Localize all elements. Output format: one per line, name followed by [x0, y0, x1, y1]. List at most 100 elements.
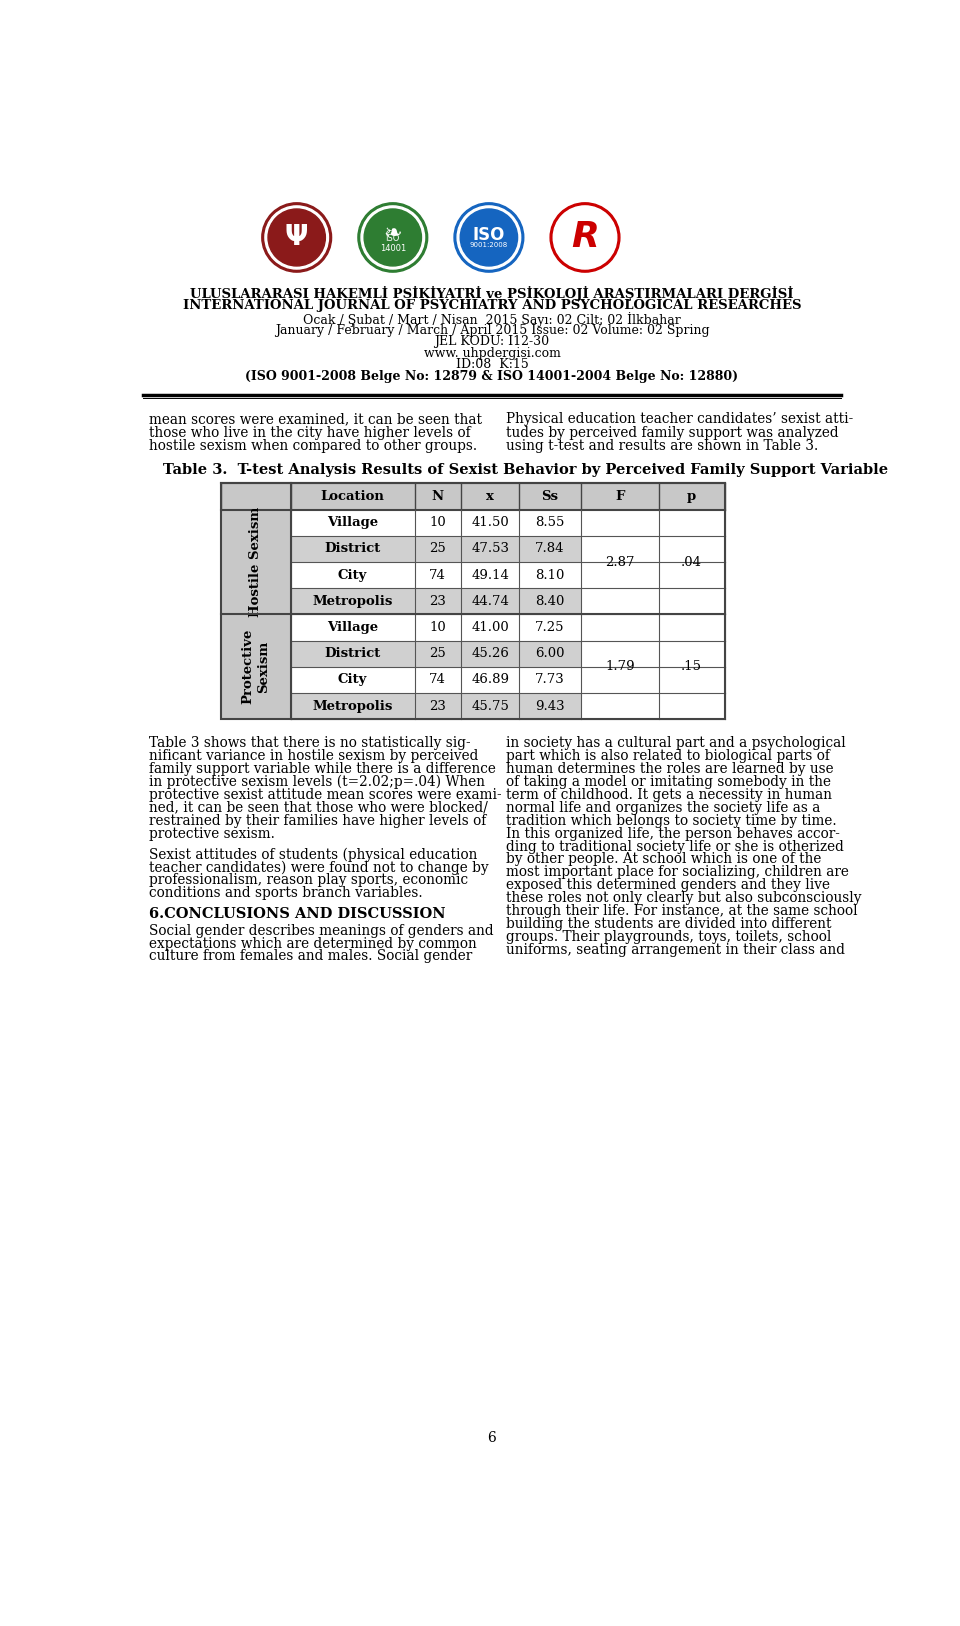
Text: INTERNATIONAL JOURNAL OF PSYCHIATRY AND PSYCHOLOGICAL RESEARCHES: INTERNATIONAL JOURNAL OF PSYCHIATRY AND … — [182, 299, 802, 312]
Text: 8.40: 8.40 — [536, 595, 564, 608]
Text: 23: 23 — [429, 699, 446, 712]
Bar — [291, 667, 581, 693]
Text: using t-test and results are shown in Table 3.: using t-test and results are shown in Ta… — [506, 439, 818, 454]
Text: .04: .04 — [681, 556, 702, 569]
Text: In this organized life, the person behaves accor-: In this organized life, the person behav… — [506, 826, 840, 841]
Text: 74: 74 — [429, 569, 446, 582]
Bar — [221, 483, 291, 719]
Text: R: R — [571, 221, 599, 255]
Text: 9001:2008: 9001:2008 — [469, 242, 508, 249]
Text: most important place for socializing, children are: most important place for socializing, ch… — [506, 865, 849, 880]
Text: 6: 6 — [488, 1431, 496, 1446]
Text: protective sexism.: protective sexism. — [150, 826, 276, 841]
Text: District: District — [324, 647, 380, 660]
Bar — [581, 509, 725, 537]
Text: part which is also related to biological parts of: part which is also related to biological… — [506, 750, 829, 763]
Text: mean scores were examined, it can be seen that: mean scores were examined, it can be see… — [150, 413, 483, 426]
Text: Village: Village — [327, 621, 378, 634]
Text: by other people. At school which is one of the: by other people. At school which is one … — [506, 852, 822, 867]
Bar — [291, 589, 581, 615]
Text: Sexist attitudes of students (physical education: Sexist attitudes of students (physical e… — [150, 847, 478, 862]
Text: teacher candidates) were found not to change by: teacher candidates) were found not to ch… — [150, 860, 489, 875]
Circle shape — [554, 207, 616, 268]
Text: these roles not only clearly but also subconsciously: these roles not only clearly but also su… — [506, 891, 861, 906]
Text: uniforms, seating arrangement in their class and: uniforms, seating arrangement in their c… — [506, 943, 845, 958]
Bar — [581, 615, 725, 641]
Text: through their life. For instance, at the same school: through their life. For instance, at the… — [506, 904, 857, 919]
Text: of taking a model or imitating somebody in the: of taking a model or imitating somebody … — [506, 776, 831, 789]
Text: p: p — [687, 489, 696, 502]
Bar — [581, 693, 725, 719]
Text: JEL KODU: I12-30: JEL KODU: I12-30 — [435, 335, 549, 348]
Text: 25: 25 — [429, 647, 446, 660]
Text: nificant variance in hostile sexism by perceived: nificant variance in hostile sexism by p… — [150, 750, 479, 763]
Bar — [221, 483, 725, 719]
Circle shape — [553, 207, 616, 268]
Text: 49.14: 49.14 — [471, 569, 509, 582]
Text: Physical education teacher candidates’ sexist atti-: Physical education teacher candidates’ s… — [506, 413, 853, 426]
Text: City: City — [338, 569, 367, 582]
Circle shape — [361, 207, 424, 268]
Text: expectations which are determined by common: expectations which are determined by com… — [150, 937, 477, 951]
Circle shape — [364, 210, 421, 267]
Text: 7.73: 7.73 — [536, 673, 565, 686]
Text: 7.84: 7.84 — [536, 543, 564, 556]
Text: 7.25: 7.25 — [536, 621, 564, 634]
Text: ID:08  K:15: ID:08 K:15 — [456, 358, 528, 371]
Text: 2.87: 2.87 — [605, 556, 635, 569]
Text: (ISO 9001-2008 Belge No: 12879 & ISO 14001-2004 Belge No: 12880): (ISO 9001-2008 Belge No: 12879 & ISO 140… — [246, 369, 738, 382]
Text: .15: .15 — [681, 660, 702, 673]
Text: x: x — [486, 489, 494, 502]
Circle shape — [265, 207, 328, 268]
Text: N: N — [432, 489, 444, 502]
Circle shape — [557, 210, 613, 267]
Circle shape — [457, 207, 520, 268]
Text: term of childhood. It gets a necessity in human: term of childhood. It gets a necessity i… — [506, 787, 832, 802]
Text: those who live in the city have higher levels of: those who live in the city have higher l… — [150, 426, 471, 439]
Text: 10: 10 — [429, 621, 446, 634]
Text: groups. Their playgrounds, toys, toilets, school: groups. Their playgrounds, toys, toilets… — [506, 930, 831, 945]
Text: Village: Village — [327, 517, 378, 528]
Text: culture from females and males. Social gender: culture from females and males. Social g… — [150, 950, 472, 964]
Text: family support variable while there is a difference: family support variable while there is a… — [150, 763, 496, 776]
Text: ding to traditional society life or she is otherized: ding to traditional society life or she … — [506, 839, 844, 854]
Text: Protective
Sexism: Protective Sexism — [241, 629, 270, 704]
Text: 6.CONCLUSIONS AND DISCUSSION: 6.CONCLUSIONS AND DISCUSSION — [150, 907, 446, 920]
Bar — [581, 641, 725, 667]
Text: 6.00: 6.00 — [536, 647, 564, 660]
Text: in protective sexism levels (t=2.02;p=.04) When: in protective sexism levels (t=2.02;p=.0… — [150, 776, 486, 789]
Text: 23: 23 — [429, 595, 446, 608]
Text: conditions and sports branch variables.: conditions and sports branch variables. — [150, 886, 423, 901]
Text: normal life and organizes the society life as a: normal life and organizes the society li… — [506, 800, 821, 815]
Text: ned, it can be seen that those who were blocked/: ned, it can be seen that those who were … — [150, 800, 489, 815]
Circle shape — [358, 203, 427, 272]
Bar — [291, 641, 581, 667]
Text: hostile sexism when compared to other groups.: hostile sexism when compared to other gr… — [150, 439, 477, 454]
Text: City: City — [338, 673, 367, 686]
Text: 45.75: 45.75 — [471, 699, 509, 712]
Bar — [291, 563, 581, 589]
Text: Ψ: Ψ — [285, 223, 308, 252]
Text: building the students are divided into different: building the students are divided into d… — [506, 917, 831, 932]
Bar — [291, 483, 725, 509]
Bar — [581, 667, 725, 693]
Text: Metropolis: Metropolis — [312, 699, 393, 712]
Text: Social gender describes meanings of genders and: Social gender describes meanings of gend… — [150, 924, 494, 938]
Text: tradition which belongs to society time by time.: tradition which belongs to society time … — [506, 813, 836, 828]
Text: Ocak / Şubat / Mart / Nisan  2015 Sayı: 02 Cilt: 02 İlkbahar: Ocak / Şubat / Mart / Nisan 2015 Sayı: 0… — [303, 312, 681, 327]
Text: 8.10: 8.10 — [536, 569, 564, 582]
Text: 9.43: 9.43 — [536, 699, 564, 712]
Text: exposed this determined genders and they live: exposed this determined genders and they… — [506, 878, 830, 893]
Text: 41.00: 41.00 — [471, 621, 509, 634]
Circle shape — [460, 210, 517, 267]
Text: F: F — [615, 489, 625, 502]
Text: ULUSLARARASI HAKEMLİ PSİKİYATRİ ve PSİKOLOJİ ARAŞTIRMALARI DERGİSİ: ULUSLARARASI HAKEMLİ PSİKİYATRİ ve PSİKO… — [190, 286, 794, 301]
Text: 44.74: 44.74 — [471, 595, 509, 608]
Text: ISO: ISO — [472, 226, 505, 244]
Text: human determines the roles are learned by use: human determines the roles are learned b… — [506, 763, 833, 776]
Bar — [291, 693, 581, 719]
Bar — [581, 563, 725, 589]
Text: 1.79: 1.79 — [605, 660, 635, 673]
Bar — [581, 537, 725, 563]
Text: ISO
14001: ISO 14001 — [379, 234, 406, 254]
